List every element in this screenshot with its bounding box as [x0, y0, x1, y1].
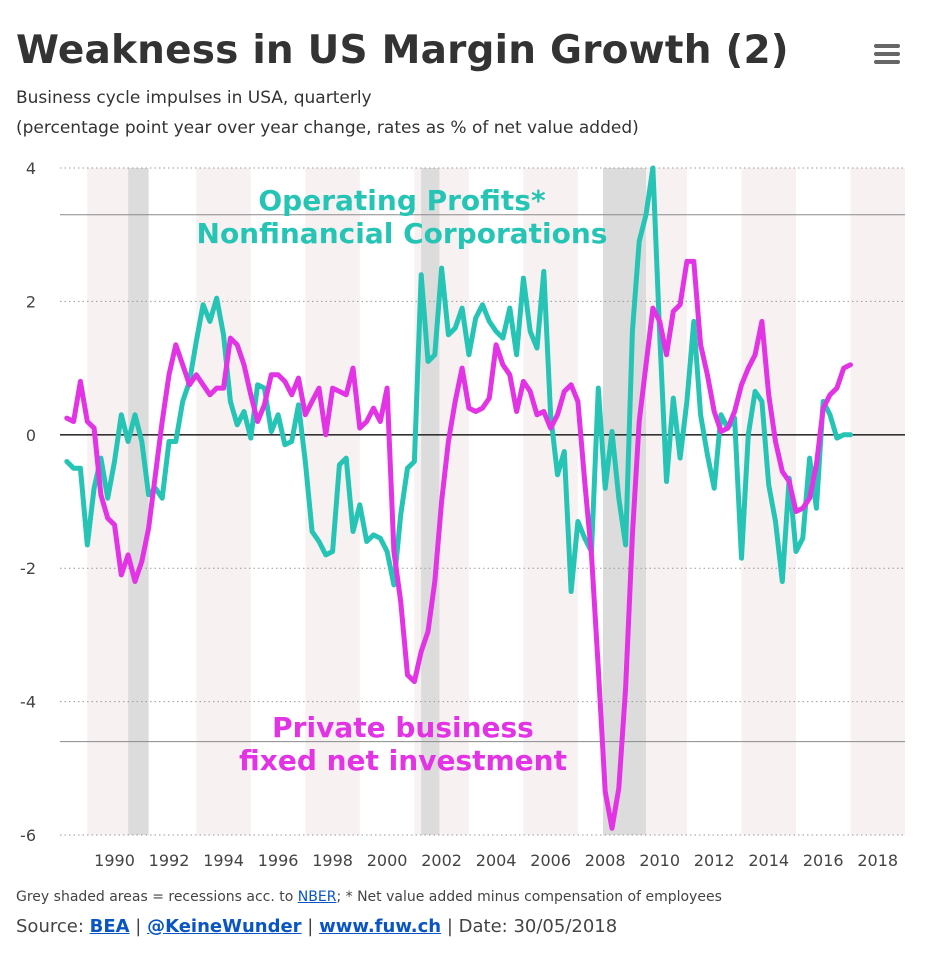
x-tick-label: 1990 — [94, 851, 135, 870]
twitter-link[interactable]: @KeineWunder — [147, 916, 302, 937]
recession-band — [128, 168, 149, 835]
source-line: Source: BEA | @KeineWunder | www.fuw.ch … — [16, 916, 617, 937]
x-tick-label: 2008 — [585, 851, 626, 870]
operating-annotation-line: Operating Profits* — [258, 184, 546, 217]
separator: | — [301, 916, 320, 937]
investment-series-line — [64, 258, 853, 831]
nber-link[interactable]: NBER — [297, 889, 337, 905]
grid: 4 2 0 -2 -4 -6 — [20, 159, 905, 845]
background-band — [850, 168, 905, 835]
chart-subtitle-units: (percentage point year over year change,… — [16, 118, 639, 138]
chart-subtitle: Business cycle impulses in USA, quarterl… — [16, 88, 372, 108]
x-axis: 1990 1992 1994 1996 1998 2000 2002 2004 2006 2008… — [94, 851, 898, 870]
date-label: Date: 30/05/2018 — [458, 916, 618, 937]
x-tick-label: 2002 — [421, 851, 462, 870]
footnote-text: Grey shaded areas = recessions acc. to — [16, 889, 298, 905]
series — [64, 165, 853, 831]
source-label: Source: — [16, 916, 90, 937]
y-tick-label: -4 — [20, 693, 36, 712]
x-tick-label: 2016 — [803, 851, 844, 870]
chart-title: Weakness in US Margin Growth (2) — [16, 28, 789, 73]
bea-link[interactable]: BEA — [89, 916, 130, 937]
x-tick-label: 2018 — [857, 851, 898, 870]
x-tick-label: 2012 — [694, 851, 735, 870]
x-tick-label: 2010 — [639, 851, 680, 870]
separator: | — [441, 916, 459, 937]
annotations: Operating Profits*Nonfinancial Corporati… — [197, 184, 608, 777]
x-tick-label: 1992 — [149, 851, 190, 870]
x-tick-label: 1996 — [258, 851, 299, 870]
background-band — [196, 168, 251, 835]
operating-annotation-line: Nonfinancial Corporations — [197, 217, 608, 250]
x-tick-label: 1998 — [312, 851, 353, 870]
x-tick-label: 2004 — [476, 851, 517, 870]
y-tick-label: 2 — [26, 292, 36, 311]
footnote: Grey shaded areas = recessions acc. to N… — [16, 889, 722, 905]
investment-annotation-line: Private business — [272, 711, 534, 744]
x-tick-label: 2014 — [748, 851, 789, 870]
x-tick-label: 2000 — [367, 851, 408, 870]
x-tick-label: 1994 — [203, 851, 244, 870]
separator: | — [129, 916, 148, 937]
investment-annotation-line: fixed net investment — [239, 744, 567, 777]
y-tick-label: 4 — [26, 159, 36, 178]
y-tick-label: -2 — [20, 559, 36, 578]
x-tick-label: 2006 — [530, 851, 571, 870]
y-tick-label: -6 — [20, 826, 36, 845]
y-tick-label: 0 — [26, 426, 36, 445]
website-link[interactable]: www.fuw.ch — [319, 916, 442, 937]
footnote-suffix: ; * Net value added minus compensation o… — [336, 889, 722, 905]
hamburger-menu-icon[interactable] — [872, 42, 902, 66]
